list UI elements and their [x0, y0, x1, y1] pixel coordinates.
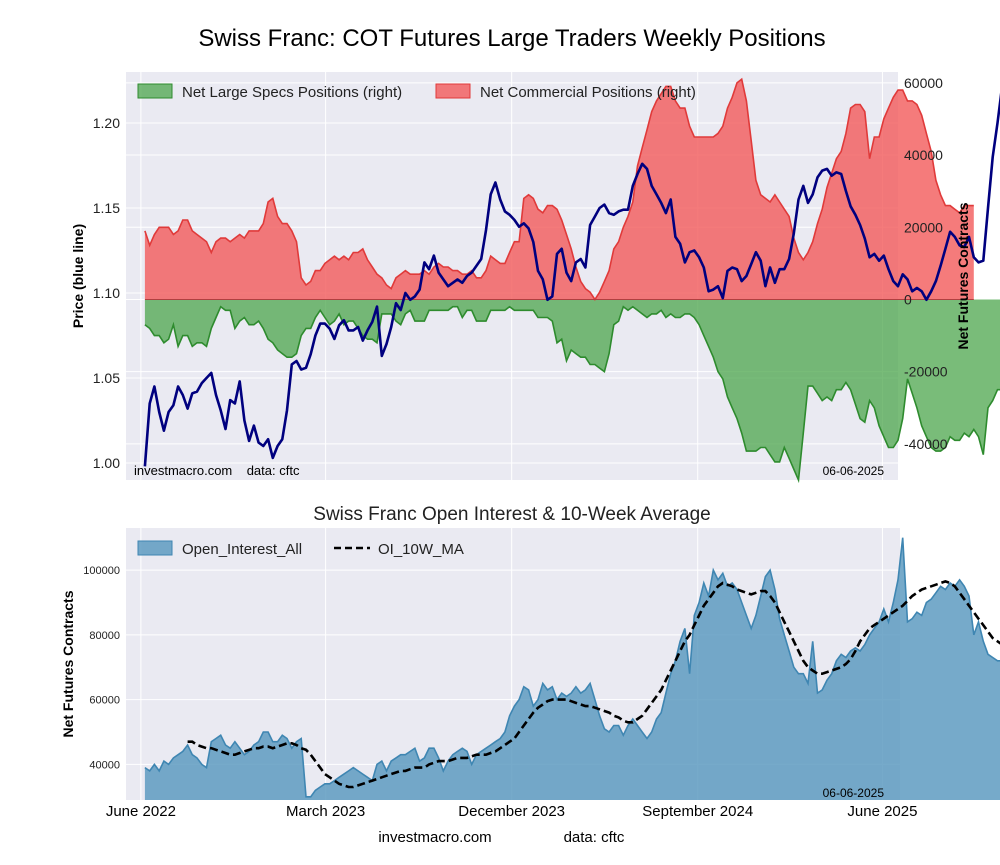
date-tick-label: June 2025: [847, 803, 917, 820]
net-commercial-area: [144, 79, 974, 300]
open-interest-panel: 40000 60000 80000 100000 June 2022 March 202…: [60, 528, 1000, 820]
oi-10w-ma-line: [187, 580, 1000, 789]
price-line: [143, 92, 1000, 467]
top-watermark: investmacro.com data: cftc: [134, 463, 300, 478]
moving-average-layer: [187, 580, 1000, 789]
legend-label-specs: Net Large Specs Positions (right): [182, 84, 402, 101]
contracts-tick-label: 40000: [904, 147, 943, 163]
date-axis-ticks: June 2022 March 2023 December 2023 Septembe…: [106, 803, 918, 820]
legend-swatch-open-interest: [137, 540, 173, 556]
date-tick-label: June 2022: [106, 803, 176, 820]
contracts-axis-label: Net Futures Contracts: [955, 202, 971, 349]
contracts-tick-label: -20000: [904, 364, 948, 380]
date-tick-label: March 2023: [286, 803, 365, 820]
price-axis-label: Price (blue line): [70, 224, 86, 328]
date-tick-label: December 2023: [458, 803, 565, 820]
legend-label-commercial: Net Commercial Positions (right): [480, 84, 696, 101]
price-tick-label: 1.05: [93, 370, 120, 386]
bottom-chart-title: Swiss Franc Open Interest & 10-Week Aver…: [313, 504, 710, 525]
open-interest-layer: [144, 537, 1000, 800]
top-legend: Net Large Specs Positions (right) Net Co…: [137, 83, 696, 101]
top-date-label: 06-06-2025: [823, 464, 885, 478]
price-tick-label: 1.00: [93, 455, 120, 471]
contracts-tick-label: 20000: [904, 219, 943, 235]
contracts-tick-label: 0: [904, 291, 912, 307]
bottom-date-label: 06-06-2025: [823, 786, 885, 800]
contracts-tick-label: -40000: [904, 436, 948, 452]
contracts-tick-label: 60000: [904, 75, 943, 91]
price-positions-panel: 1.00 1.05 1.10 1.15 1.20 -40000 -20000 0 20000 4…: [70, 72, 1000, 484]
contracts-axis-ticks: -40000 -20000 0 20000 40000 60000: [904, 75, 948, 452]
open-interest-outline: [144, 537, 1000, 798]
footer-source: data: cftc: [564, 829, 625, 846]
date-tick-label: September 2024: [642, 803, 753, 820]
open-interest-area: [144, 537, 1000, 800]
legend-swatch-commercial: [435, 83, 471, 99]
oi-tick-label: 80000: [89, 630, 120, 642]
net-large-specs-outline: [144, 305, 1000, 484]
legend-label-ma: OI_10W_MA: [378, 541, 464, 558]
price-line-layer: [143, 92, 1000, 467]
oi-axis-ticks: 40000 60000 80000 100000: [83, 565, 120, 771]
net-large-specs-area: [144, 299, 1000, 480]
oi-axis-label: Net Futures Contracts: [60, 590, 76, 737]
footer-site: investmacro.com: [378, 829, 491, 846]
oi-tick-label: 40000: [89, 759, 120, 771]
price-tick-label: 1.10: [93, 285, 120, 301]
positions-areas: [144, 77, 1000, 484]
price-axis-ticks: 1.00 1.05 1.10 1.15 1.20: [93, 115, 120, 471]
oi-tick-label: 100000: [83, 565, 120, 577]
net-commercial-outline: [144, 77, 974, 301]
price-tick-label: 1.15: [93, 200, 120, 216]
legend-swatch-specs: [137, 83, 173, 99]
figure-title: Swiss Franc: COT Futures Large Traders W…: [198, 25, 825, 52]
legend-label-open-interest: Open_Interest_All: [182, 541, 302, 558]
oi-tick-label: 60000: [89, 695, 120, 707]
bottom-legend: Open_Interest_All OI_10W_MA: [137, 540, 464, 558]
price-tick-label: 1.20: [93, 115, 120, 131]
